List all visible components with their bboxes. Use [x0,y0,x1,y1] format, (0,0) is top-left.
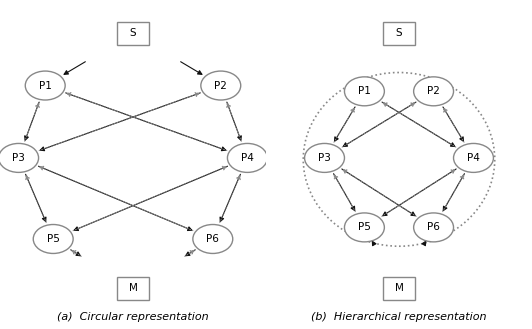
FancyArrowPatch shape [334,175,355,212]
FancyArrowPatch shape [74,166,228,231]
FancyArrowPatch shape [181,62,202,74]
Text: P3: P3 [318,153,331,163]
FancyArrowPatch shape [343,102,416,146]
FancyArrowPatch shape [220,175,240,223]
Ellipse shape [304,143,344,172]
Text: M: M [129,283,137,293]
FancyArrowPatch shape [26,175,46,223]
FancyArrowPatch shape [66,93,227,151]
Ellipse shape [193,224,233,253]
FancyBboxPatch shape [383,277,415,300]
FancyArrowPatch shape [382,102,455,146]
FancyArrowPatch shape [39,93,200,151]
FancyArrowPatch shape [227,103,242,141]
Ellipse shape [33,224,73,253]
Text: P4: P4 [467,153,480,163]
Text: P1: P1 [358,86,371,96]
Ellipse shape [345,213,384,242]
FancyArrowPatch shape [383,103,456,147]
FancyArrowPatch shape [444,108,464,142]
FancyArrowPatch shape [335,107,355,141]
FancyBboxPatch shape [117,22,149,45]
FancyArrowPatch shape [343,169,416,216]
FancyArrowPatch shape [71,250,80,256]
Text: P1: P1 [39,81,52,90]
Text: P4: P4 [241,153,254,163]
Text: P6: P6 [206,234,219,244]
Text: M: M [395,283,403,293]
FancyArrowPatch shape [186,250,195,256]
Text: (b)  Hierarchical representation: (b) Hierarchical representation [311,313,487,322]
Ellipse shape [414,213,453,242]
FancyArrowPatch shape [334,174,355,211]
Text: P5: P5 [47,234,60,244]
Text: (a)  Circular representation: (a) Circular representation [57,313,209,322]
FancyArrowPatch shape [38,166,192,231]
FancyArrowPatch shape [227,102,242,140]
FancyArrowPatch shape [72,250,81,256]
Ellipse shape [26,71,65,100]
FancyArrowPatch shape [64,62,85,74]
FancyArrowPatch shape [422,241,426,246]
FancyBboxPatch shape [117,277,149,300]
FancyBboxPatch shape [383,22,415,45]
FancyArrowPatch shape [342,103,415,147]
Text: P6: P6 [427,222,440,232]
Text: S: S [130,28,136,38]
FancyArrowPatch shape [443,107,463,141]
FancyArrowPatch shape [368,236,372,240]
Ellipse shape [228,143,268,172]
FancyArrowPatch shape [367,81,371,86]
FancyArrowPatch shape [24,103,39,141]
FancyArrowPatch shape [24,102,39,140]
FancyArrowPatch shape [40,93,200,151]
FancyArrowPatch shape [220,174,240,221]
FancyArrowPatch shape [426,236,430,240]
Text: P5: P5 [358,222,371,232]
Text: S: S [396,28,402,38]
FancyArrowPatch shape [443,175,464,212]
Ellipse shape [414,77,453,106]
FancyArrowPatch shape [443,174,464,211]
FancyArrowPatch shape [427,81,431,86]
Text: P2: P2 [214,81,227,90]
FancyArrowPatch shape [73,166,227,231]
FancyArrowPatch shape [26,174,46,221]
FancyArrowPatch shape [39,166,193,231]
FancyArrowPatch shape [342,169,415,216]
FancyArrowPatch shape [382,169,455,216]
Ellipse shape [0,143,38,172]
Ellipse shape [345,77,384,106]
Text: P3: P3 [12,153,25,163]
Ellipse shape [453,143,494,172]
FancyArrowPatch shape [185,250,194,256]
FancyArrowPatch shape [383,169,456,216]
FancyArrowPatch shape [372,241,376,246]
FancyArrowPatch shape [66,93,226,151]
Text: P2: P2 [427,86,440,96]
Ellipse shape [201,71,240,100]
FancyArrowPatch shape [334,108,354,142]
